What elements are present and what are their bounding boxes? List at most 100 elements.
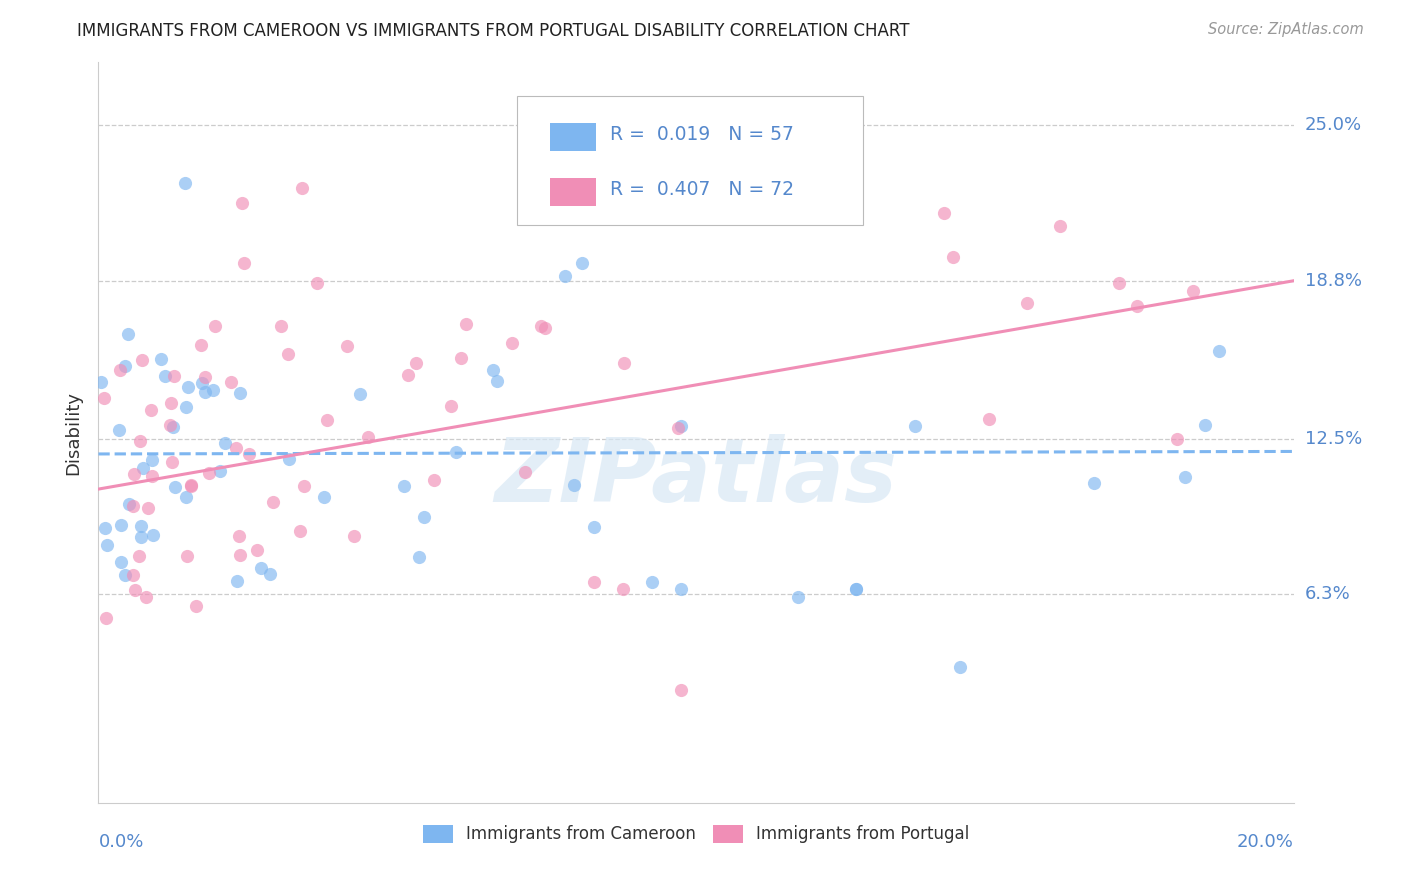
Point: [135, 590, 157, 604]
Point: [250, 561, 273, 575]
Point: [193, 370, 215, 384]
Text: 0.0%: 0.0%: [98, 833, 143, 851]
Point: [482, 363, 505, 377]
Point: [1083, 475, 1105, 490]
Text: 6.3%: 6.3%: [1305, 585, 1350, 604]
Point: [159, 418, 181, 433]
Point: [845, 582, 868, 597]
Point: [124, 583, 146, 598]
Point: [671, 682, 693, 697]
Point: [94, 611, 117, 625]
Point: [226, 574, 249, 588]
Point: [396, 368, 419, 382]
Text: R =  0.019   N = 57: R = 0.019 N = 57: [610, 126, 794, 145]
Point: [312, 490, 335, 504]
Point: [229, 549, 252, 563]
Point: [1108, 277, 1130, 291]
Point: [129, 434, 152, 449]
Point: [225, 442, 247, 456]
Point: [176, 380, 198, 394]
Point: [1015, 295, 1038, 310]
Point: [190, 338, 212, 352]
Point: [571, 256, 593, 270]
Point: [405, 356, 427, 370]
Point: [530, 318, 553, 333]
Point: [163, 368, 186, 383]
Point: [262, 495, 284, 509]
Point: [291, 181, 314, 195]
Point: [214, 436, 236, 450]
Point: [176, 549, 198, 564]
Point: [349, 387, 371, 401]
Point: [219, 375, 242, 389]
Point: [122, 567, 145, 582]
Point: [787, 194, 810, 208]
Point: [277, 451, 299, 466]
Point: [129, 530, 152, 544]
Point: [582, 520, 605, 534]
Legend: Immigrants from Cameroon, Immigrants from Portugal: Immigrants from Cameroon, Immigrants fro…: [416, 818, 976, 850]
Point: [408, 549, 430, 564]
Point: [90, 375, 112, 389]
Point: [562, 478, 585, 492]
Point: [107, 423, 129, 437]
Point: [845, 181, 868, 195]
Text: Source: ZipAtlas.com: Source: ZipAtlas.com: [1208, 22, 1364, 37]
Point: [150, 352, 173, 367]
Point: [129, 519, 152, 533]
Point: [1174, 469, 1197, 483]
Point: [110, 517, 132, 532]
Point: [450, 351, 472, 365]
Point: [142, 528, 165, 542]
Point: [392, 479, 415, 493]
Point: [180, 479, 202, 493]
Point: [231, 196, 253, 211]
FancyBboxPatch shape: [517, 95, 863, 226]
Point: [233, 256, 256, 270]
Point: [141, 468, 163, 483]
Point: [173, 176, 195, 190]
Point: [949, 659, 972, 673]
Point: [305, 276, 328, 290]
Point: [666, 420, 689, 434]
Point: [787, 590, 810, 604]
Point: [114, 359, 136, 373]
Point: [1166, 432, 1188, 446]
Point: [342, 529, 364, 543]
Text: IMMIGRANTS FROM CAMEROON VS IMMIGRANTS FROM PORTUGAL DISABILITY CORRELATION CHAR: IMMIGRANTS FROM CAMEROON VS IMMIGRANTS F…: [77, 22, 910, 40]
Point: [246, 542, 269, 557]
Point: [190, 376, 212, 390]
Point: [180, 478, 202, 492]
Point: [194, 384, 217, 399]
Point: [141, 402, 163, 417]
Point: [160, 455, 183, 469]
Point: [186, 599, 208, 614]
Point: [903, 419, 925, 434]
Point: [238, 447, 260, 461]
Point: [277, 347, 299, 361]
Text: 20.0%: 20.0%: [1237, 833, 1294, 851]
Point: [357, 430, 380, 444]
Point: [204, 318, 226, 333]
Point: [141, 453, 163, 467]
Point: [131, 353, 153, 368]
Point: [336, 339, 359, 353]
Point: [174, 490, 197, 504]
Text: 25.0%: 25.0%: [1305, 116, 1362, 134]
Point: [699, 169, 721, 183]
Point: [108, 363, 131, 377]
Point: [136, 501, 159, 516]
Point: [288, 524, 311, 538]
Point: [412, 510, 434, 524]
Point: [201, 383, 224, 397]
Point: [208, 463, 231, 477]
Point: [501, 335, 523, 350]
Point: [114, 568, 136, 582]
Point: [122, 499, 145, 513]
Text: ZIPatlas: ZIPatlas: [495, 434, 897, 521]
Point: [533, 321, 555, 335]
Point: [422, 473, 444, 487]
Point: [93, 392, 115, 406]
Point: [160, 396, 183, 410]
Point: [315, 413, 337, 427]
